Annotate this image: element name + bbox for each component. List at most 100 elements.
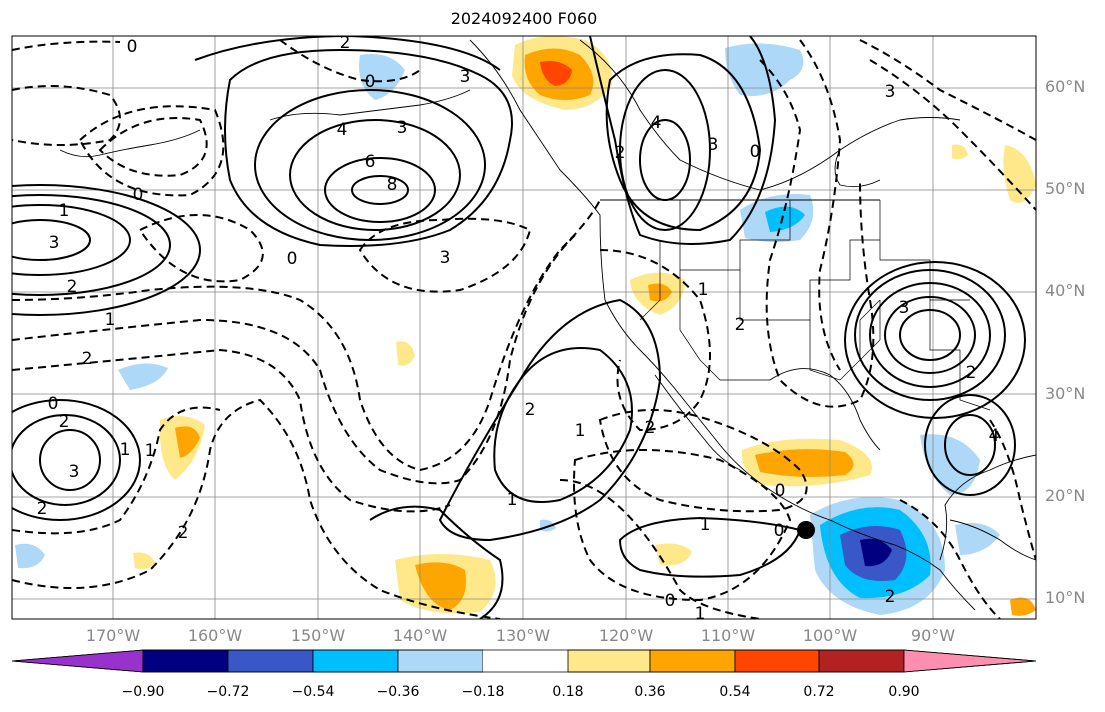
colorbar-tick-label: −0.18 bbox=[461, 684, 505, 700]
contour-label: 4 bbox=[337, 120, 348, 140]
high-center-contour bbox=[12, 399, 141, 521]
contour-label: 0 bbox=[127, 37, 138, 57]
contour-label: 4 bbox=[989, 426, 1000, 446]
negative-anomaly-region bbox=[118, 363, 168, 390]
solid-contours bbox=[12, 36, 1026, 619]
contour-label: 0 bbox=[775, 481, 786, 501]
latitude-label: 60°N bbox=[1045, 77, 1086, 96]
contour-label: 6 bbox=[365, 152, 376, 172]
contour-label: 1 bbox=[695, 604, 706, 624]
colorbar-segment bbox=[227, 649, 314, 673]
high-center-contour bbox=[639, 119, 691, 201]
positive-anomaly-region bbox=[540, 61, 572, 86]
high-center-contour bbox=[12, 184, 201, 316]
contour-label: 1 bbox=[575, 421, 586, 441]
colorbar-tick-label: 0.90 bbox=[888, 684, 920, 700]
latitude-label: 20°N bbox=[1045, 486, 1086, 505]
colorbar-segment bbox=[312, 649, 399, 673]
colorbar bbox=[11, 649, 1037, 673]
latitude-label: 40°N bbox=[1045, 281, 1086, 300]
contour-label: 2 bbox=[735, 315, 746, 335]
colorbar-tick-label: −0.54 bbox=[291, 684, 335, 700]
positive-anomaly-region bbox=[952, 144, 968, 160]
colorbar-extend-min bbox=[11, 649, 144, 673]
contour-label: 2 bbox=[178, 523, 189, 543]
high-center-contour bbox=[619, 69, 711, 231]
colorbar-segment bbox=[818, 649, 905, 673]
high-center-contour bbox=[899, 309, 961, 361]
contour-label: 1 bbox=[105, 310, 116, 330]
cyclone-center-marker bbox=[797, 521, 815, 539]
contour-label: 3 bbox=[460, 67, 471, 87]
contour-label: 1 bbox=[145, 441, 156, 461]
map-frame bbox=[11, 35, 1037, 620]
colorbar-segment bbox=[483, 650, 568, 672]
negative-anomaly-region bbox=[359, 54, 405, 100]
high-center-contour bbox=[12, 194, 171, 296]
positive-anomaly-region bbox=[1010, 597, 1036, 616]
colorbar-tick-label: 0.54 bbox=[719, 684, 751, 700]
contour-label: 2 bbox=[67, 277, 78, 297]
positive-anomaly-region bbox=[175, 426, 200, 458]
coastlines bbox=[59, 39, 1036, 611]
negative-anomaly-region bbox=[765, 206, 805, 232]
contour-label: 2 bbox=[82, 349, 93, 369]
high-center-contour bbox=[12, 414, 121, 506]
colorbar-segment bbox=[649, 649, 736, 673]
high-center-contour bbox=[854, 269, 1006, 401]
map-title: 2024092400 F060 bbox=[450, 9, 598, 28]
contour-label: 1 bbox=[698, 280, 709, 300]
contour-label: 2 bbox=[885, 587, 896, 607]
contour-label: 1 bbox=[700, 515, 711, 535]
high-center-contour bbox=[869, 282, 991, 388]
high-center-contour bbox=[924, 394, 1016, 496]
negative-anomaly-region bbox=[15, 543, 45, 569]
colorbar-tick-label: 0.36 bbox=[634, 684, 666, 700]
high-center-contour bbox=[12, 204, 131, 276]
longitude-label: 130°W bbox=[495, 626, 551, 645]
colorbar-segment bbox=[142, 649, 229, 673]
latitude-label: 10°N bbox=[1045, 588, 1086, 607]
high-center-contour bbox=[351, 175, 409, 205]
longitude-label: 140°W bbox=[392, 626, 448, 645]
contour-label: 8 bbox=[387, 175, 398, 195]
contour-label: 0 bbox=[133, 185, 144, 205]
colorbar-tick-label: −0.72 bbox=[206, 684, 250, 700]
contour-label: 1 bbox=[120, 440, 131, 460]
contour-label: 3 bbox=[397, 118, 408, 138]
contour-label: 2 bbox=[966, 363, 977, 383]
high-center-contour bbox=[39, 429, 101, 491]
latitude-label: 50°N bbox=[1045, 179, 1086, 198]
positive-anomaly-region bbox=[755, 449, 854, 477]
contour-label: 0 bbox=[287, 249, 298, 269]
contour-label: 3 bbox=[885, 82, 896, 102]
contour-label: 1 bbox=[59, 201, 70, 221]
longitude-label: 90°W bbox=[910, 626, 956, 645]
contour-label: 2 bbox=[525, 400, 536, 420]
contour-label: 3 bbox=[69, 462, 80, 482]
positive-anomaly-region bbox=[1003, 145, 1036, 203]
high-center-contour bbox=[289, 119, 461, 231]
state-borders bbox=[639, 200, 991, 411]
longitude-label: 150°W bbox=[290, 626, 346, 645]
colorbar-tick-label: 0.18 bbox=[552, 684, 584, 700]
positive-anomaly-region bbox=[396, 341, 415, 366]
negative-anomaly-region bbox=[860, 538, 892, 567]
longitude-label: 160°W bbox=[187, 626, 243, 645]
contour-label: 1 bbox=[507, 490, 518, 510]
negative-anomaly-region bbox=[955, 522, 1000, 555]
colorbar-tick-label: −0.90 bbox=[121, 684, 165, 700]
contour-label: 2 bbox=[37, 499, 48, 519]
high-center-contour bbox=[944, 414, 996, 476]
colorbar-tick-label: −0.36 bbox=[376, 684, 420, 700]
latitude-label: 30°N bbox=[1045, 384, 1086, 403]
contour-label: 3 bbox=[899, 298, 910, 318]
positive-anomaly-region bbox=[655, 543, 692, 566]
contour-label: 0 bbox=[750, 142, 761, 162]
high-center-contour bbox=[844, 261, 1026, 419]
longitude-label: 120°W bbox=[598, 626, 654, 645]
contour-label: 0 bbox=[365, 72, 376, 92]
contour-label: 4 bbox=[651, 113, 662, 133]
colorbar-segment bbox=[734, 649, 820, 673]
